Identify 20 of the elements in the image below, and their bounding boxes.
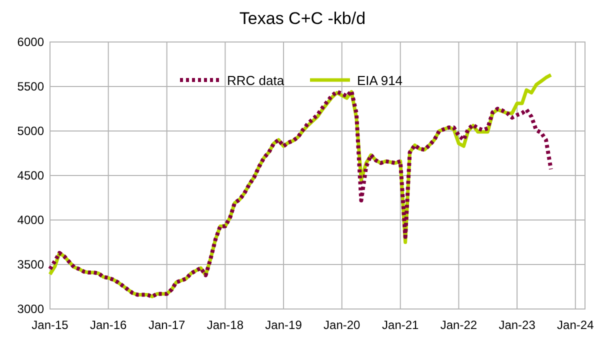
x-tick-label: Jan-18: [206, 318, 244, 332]
x-tick-label: Jan-22: [440, 318, 478, 332]
x-tick-label: Jan-23: [498, 318, 536, 332]
x-tick-label: Jan-21: [382, 318, 420, 332]
y-tick-label: 5000: [17, 124, 44, 138]
y-tick-label: 6000: [17, 35, 44, 49]
x-tick-label: Jan-20: [324, 318, 361, 332]
x-tick-label: Jan-19: [265, 318, 302, 332]
legend-label: RRC data: [227, 73, 285, 88]
y-tick-label: 3500: [17, 258, 44, 272]
legend-label: EIA 914: [357, 73, 403, 88]
x-tick-label: Jan-16: [90, 318, 128, 332]
y-tick-label: 5500: [17, 80, 44, 94]
x-tick-label: Jan-24: [557, 318, 594, 332]
x-tick-label: Jan-15: [32, 318, 69, 332]
y-tick-label: 4000: [17, 213, 44, 227]
chart-title: Texas C+C -kb/d: [239, 9, 366, 28]
y-tick-label: 4500: [17, 168, 44, 182]
y-tick-label: 3000: [17, 302, 44, 316]
x-tick-label: Jan-17: [148, 318, 186, 332]
